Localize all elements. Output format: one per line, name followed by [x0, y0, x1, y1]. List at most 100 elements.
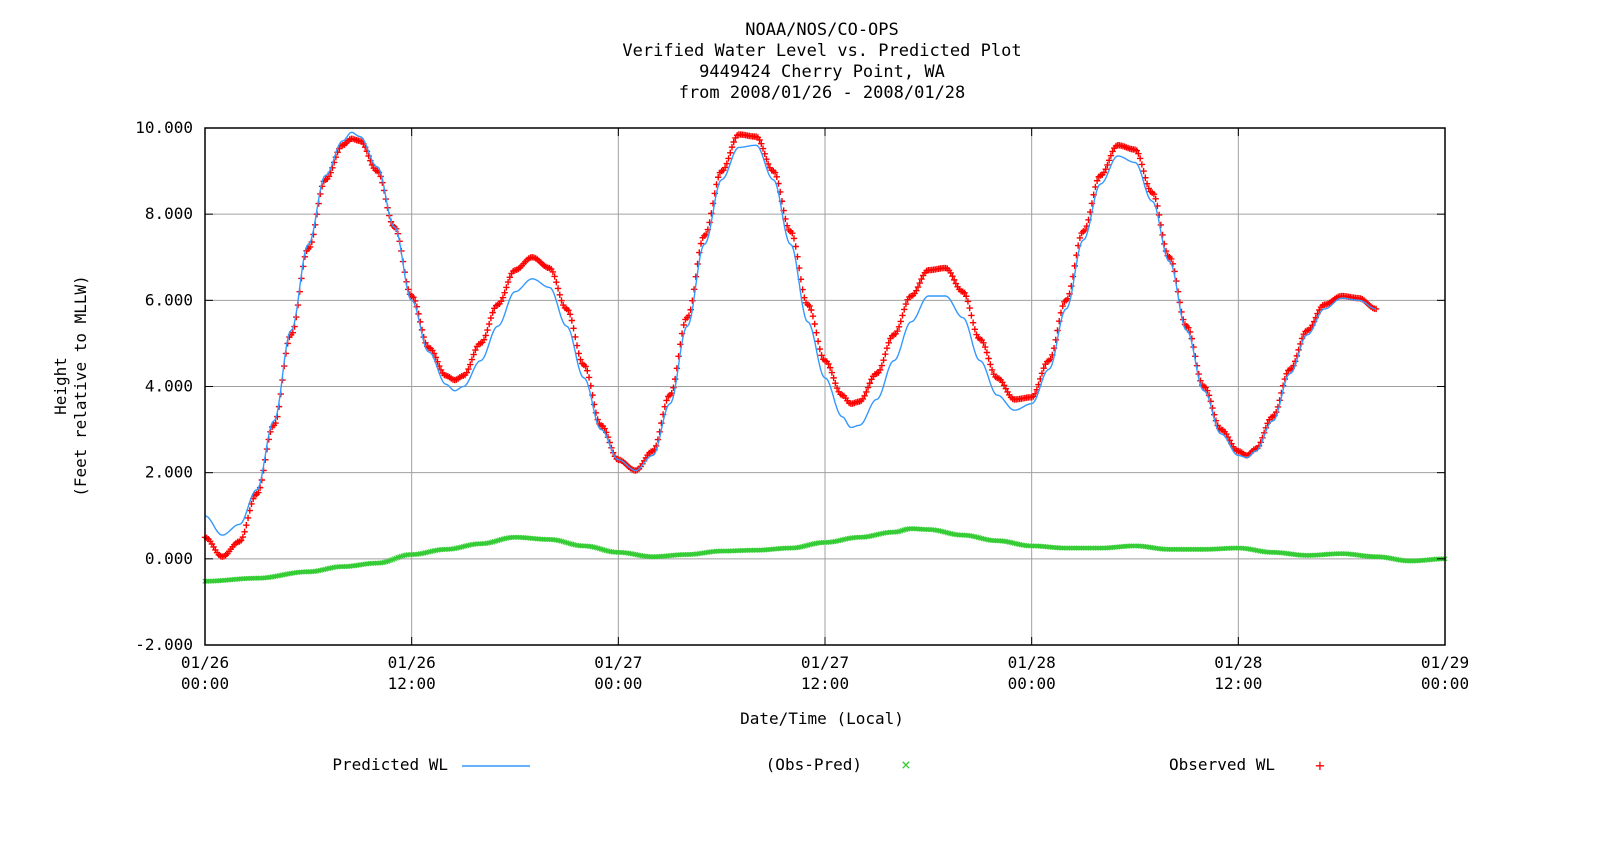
observed-point	[833, 384, 841, 392]
observed-point	[503, 284, 510, 291]
observed-point	[825, 360, 832, 368]
observed-point	[801, 294, 808, 301]
legend-item-observed: Observed WL +	[1169, 755, 1325, 775]
y-tick-label: -2.000	[135, 635, 193, 654]
legend-item-residual: (Obs-Pred) ×	[766, 755, 911, 774]
observed-point	[866, 380, 873, 387]
observed-point	[568, 317, 576, 324]
observed-point	[728, 143, 736, 151]
x-tick-label-time: 00:00	[1008, 674, 1056, 693]
observed-point	[572, 333, 579, 341]
observed-point	[971, 326, 979, 333]
observed-point	[489, 309, 496, 316]
observed-point	[759, 145, 767, 152]
observed-point	[675, 353, 682, 360]
y-tick-label: 8.000	[145, 204, 193, 223]
y-tick-label: 0.000	[145, 549, 193, 568]
observed-point	[897, 318, 904, 325]
observed-point	[773, 173, 780, 181]
observed-point	[467, 361, 474, 368]
x-tick-label-date: 01/27	[594, 653, 642, 672]
observed-point	[465, 365, 472, 373]
observed-point	[918, 275, 925, 283]
observed-point	[1104, 161, 1111, 169]
y-tick-label: 4.000	[145, 377, 193, 396]
observed-point	[883, 344, 891, 352]
observed-point	[573, 342, 581, 349]
observed-point	[565, 307, 572, 314]
series-obs-minus-pred	[202, 526, 1448, 584]
x-tick-label-date: 01/27	[801, 653, 849, 672]
x-tick-label-time: 00:00	[594, 674, 642, 693]
legend-predicted-label: Predicted WL	[332, 755, 448, 774]
observed-point	[1142, 174, 1149, 181]
observed-point	[585, 374, 593, 381]
observed-point	[863, 388, 870, 396]
title-line-3: 9449424 Cherry Point, WA	[699, 62, 945, 82]
observed-point	[237, 537, 245, 544]
observed-point	[808, 306, 815, 314]
observed-point	[727, 149, 734, 156]
observed-point	[566, 311, 574, 318]
observed-point	[570, 325, 577, 332]
observed-point	[963, 293, 970, 300]
y-axis-ticks: -2.000 0.000 2.000 4.000 6.000 8.000 10.000	[135, 118, 1445, 654]
observed-point	[506, 274, 514, 281]
observed-point	[725, 155, 732, 162]
x-tick-label-date: 01/26	[181, 653, 229, 672]
series-predicted-wl-line	[204, 131, 1377, 536]
y-axis-label-line-1: Height	[51, 357, 70, 415]
observed-point	[1157, 221, 1165, 229]
observed-point	[663, 397, 670, 404]
legend-item-predicted: Predicted WL	[332, 755, 530, 774]
observed-point	[244, 514, 252, 522]
observed-point	[1105, 157, 1113, 164]
y-tick-label: 10.000	[135, 118, 193, 137]
observed-point	[864, 384, 872, 391]
observed-point	[916, 279, 923, 287]
observed-point	[689, 297, 696, 304]
observed-point	[1140, 167, 1147, 175]
observed-point	[894, 327, 901, 335]
observed-point	[582, 363, 589, 370]
observed-point	[601, 425, 608, 432]
observed-point	[243, 522, 250, 529]
observed-point	[485, 320, 493, 328]
observed-point	[832, 380, 839, 387]
legend-observed-marker: +	[1315, 756, 1325, 775]
observed-point	[771, 169, 779, 176]
observed-point	[671, 375, 679, 383]
observed-point	[806, 302, 813, 310]
observed-point	[289, 329, 297, 336]
observed-point	[816, 345, 824, 353]
observed-point	[1152, 195, 1159, 202]
x-tick-label-date: 01/28	[1214, 653, 1262, 672]
observed-point	[947, 269, 954, 277]
observed-point	[549, 268, 557, 276]
observed-point	[730, 138, 737, 146]
observed-point	[255, 489, 262, 496]
observed-point	[983, 349, 991, 356]
observed-point	[966, 304, 973, 312]
observed-point	[697, 240, 705, 247]
observed-point	[1143, 180, 1151, 187]
observed-point	[484, 326, 491, 334]
observed-point	[987, 361, 994, 368]
observed-point	[239, 533, 247, 541]
y-tick-label: 6.000	[145, 290, 193, 309]
observed-point	[692, 273, 700, 280]
observed-point	[813, 329, 820, 336]
observed-point	[272, 419, 279, 427]
observed-point	[792, 243, 799, 250]
observed-point	[1000, 382, 1008, 389]
observed-point	[1102, 165, 1109, 173]
observed-point	[811, 320, 818, 328]
observed-point	[973, 331, 980, 338]
observed-point	[952, 280, 960, 287]
observed-point	[1204, 387, 1211, 394]
legend: Predicted WL (Obs-Pred) × Observed WL +	[332, 755, 1324, 775]
x-tick-label-time: 12:00	[801, 674, 849, 693]
observed-point	[988, 366, 996, 374]
